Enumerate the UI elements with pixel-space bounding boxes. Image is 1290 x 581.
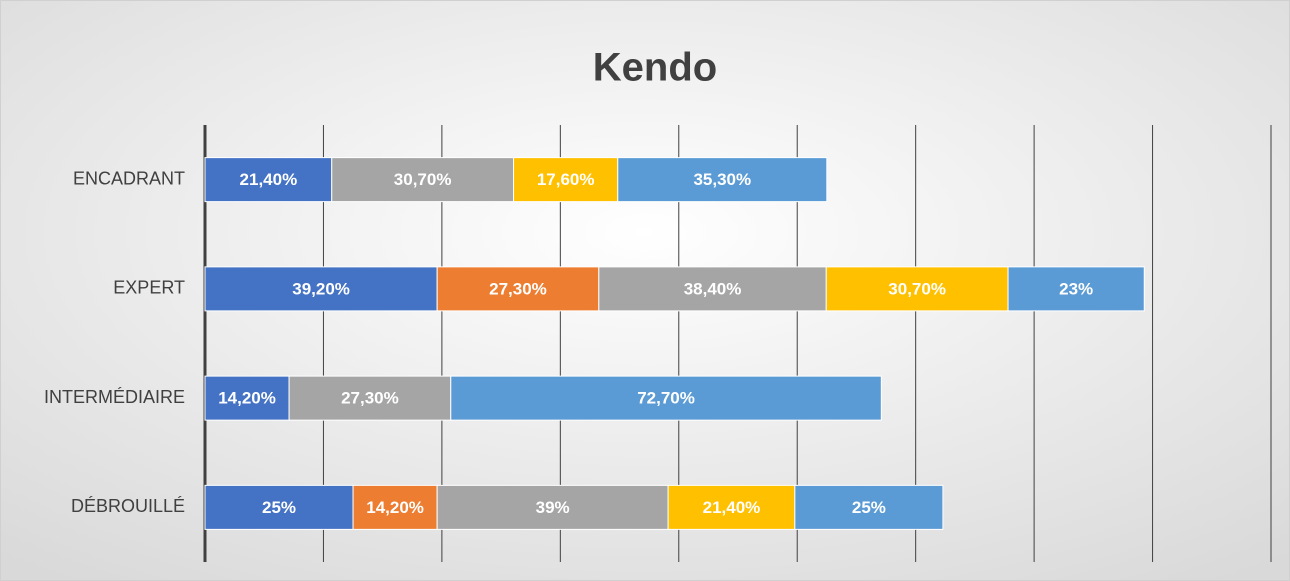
bar-segment <box>204 266 438 312</box>
data-label: 35,30% <box>693 170 751 189</box>
bar-segment <box>598 266 827 312</box>
data-label: 25% <box>262 498 296 517</box>
data-label: 30,70% <box>888 279 946 298</box>
data-label: 25% <box>852 498 886 517</box>
data-label: 21,40% <box>240 170 298 189</box>
bar-segment <box>513 157 619 203</box>
data-label: 39,20% <box>292 279 350 298</box>
bar-segment <box>204 484 354 530</box>
data-label: 30,70% <box>394 170 452 189</box>
bar-segment <box>436 484 669 530</box>
bar-segment <box>1007 266 1145 312</box>
bar-segment <box>794 484 944 530</box>
data-label: 23% <box>1059 279 1093 298</box>
y-tick-label: DÉBROUILLÉ <box>71 496 185 516</box>
data-label: 14,20% <box>366 498 424 517</box>
bar-segment <box>617 157 828 203</box>
bar-segment <box>204 375 290 421</box>
y-tick-label: INTERMÉDIAIRE <box>44 387 185 407</box>
data-label: 27,30% <box>489 279 547 298</box>
data-label: 39% <box>536 498 570 517</box>
y-tick-label: ENCADRANT <box>73 168 185 188</box>
bar-segment <box>667 484 796 530</box>
data-label: 21,40% <box>703 498 761 517</box>
bar-segment <box>436 266 600 312</box>
data-label: 17,60% <box>537 170 595 189</box>
y-tick-label: EXPERT <box>113 278 185 298</box>
bar-segment <box>825 266 1009 312</box>
bar-segment <box>331 157 515 203</box>
bar-segment <box>204 157 333 203</box>
bar-segment <box>450 375 882 421</box>
data-label: 14,20% <box>218 389 276 408</box>
bar-segment <box>352 484 438 530</box>
chart-title: Kendo <box>593 46 717 90</box>
bar-segment <box>288 375 452 421</box>
data-label: 72,70% <box>637 389 695 408</box>
data-label: 38,40% <box>684 279 742 298</box>
data-label: 27,30% <box>341 389 399 408</box>
